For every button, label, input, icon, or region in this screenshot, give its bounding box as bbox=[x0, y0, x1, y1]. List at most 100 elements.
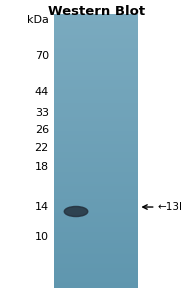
Bar bbox=[54, 116, 138, 117]
Bar bbox=[54, 225, 138, 226]
Bar bbox=[54, 37, 138, 38]
Bar bbox=[54, 280, 138, 281]
Bar bbox=[54, 158, 138, 159]
Bar bbox=[54, 137, 138, 138]
Bar bbox=[54, 61, 138, 62]
Bar bbox=[54, 250, 138, 251]
Bar bbox=[54, 143, 138, 144]
Bar bbox=[54, 86, 138, 87]
Bar bbox=[54, 73, 138, 74]
Bar bbox=[54, 63, 138, 64]
Bar bbox=[54, 110, 138, 111]
Bar bbox=[54, 45, 138, 46]
Bar bbox=[54, 239, 138, 240]
Bar bbox=[54, 249, 138, 250]
Bar bbox=[54, 30, 138, 31]
Bar bbox=[54, 180, 138, 181]
Bar bbox=[54, 212, 138, 213]
Bar bbox=[54, 133, 138, 134]
Bar bbox=[54, 94, 138, 95]
Bar bbox=[54, 186, 138, 187]
Bar bbox=[54, 33, 138, 34]
Bar bbox=[54, 168, 138, 169]
Bar bbox=[54, 88, 138, 89]
Bar bbox=[54, 148, 138, 149]
Ellipse shape bbox=[64, 206, 88, 217]
Bar bbox=[54, 175, 138, 176]
Bar bbox=[54, 47, 138, 48]
Bar bbox=[54, 157, 138, 158]
Bar bbox=[54, 53, 138, 54]
Bar bbox=[54, 139, 138, 140]
Bar bbox=[54, 32, 138, 33]
Bar bbox=[54, 160, 138, 161]
Bar bbox=[54, 150, 138, 151]
Bar bbox=[54, 172, 138, 173]
Bar bbox=[54, 123, 138, 124]
Bar bbox=[54, 147, 138, 148]
Bar bbox=[54, 256, 138, 257]
Bar bbox=[54, 34, 138, 35]
Bar bbox=[54, 42, 138, 43]
Bar bbox=[54, 251, 138, 252]
Bar bbox=[54, 121, 138, 122]
Bar bbox=[54, 184, 138, 185]
Bar bbox=[54, 234, 138, 235]
Bar bbox=[54, 191, 138, 192]
Bar bbox=[54, 262, 138, 263]
Bar bbox=[54, 70, 138, 71]
Bar bbox=[54, 78, 138, 79]
Bar bbox=[54, 210, 138, 211]
Bar bbox=[54, 16, 138, 17]
Bar bbox=[54, 140, 138, 141]
Bar bbox=[54, 235, 138, 236]
Bar bbox=[54, 177, 138, 178]
Bar bbox=[54, 265, 138, 266]
Bar bbox=[54, 64, 138, 65]
Bar bbox=[54, 66, 138, 67]
Bar bbox=[54, 271, 138, 272]
Bar bbox=[54, 205, 138, 206]
Bar bbox=[54, 232, 138, 233]
Bar bbox=[54, 200, 138, 201]
Bar bbox=[54, 238, 138, 239]
Bar bbox=[54, 18, 138, 19]
Bar bbox=[54, 39, 138, 40]
Bar bbox=[54, 120, 138, 121]
Bar bbox=[54, 127, 138, 128]
Bar bbox=[54, 80, 138, 81]
Bar bbox=[54, 269, 138, 270]
Bar bbox=[54, 227, 138, 228]
Bar bbox=[54, 84, 138, 85]
Bar bbox=[54, 270, 138, 271]
Bar bbox=[54, 159, 138, 160]
Bar bbox=[54, 165, 138, 166]
Bar bbox=[54, 203, 138, 204]
Bar bbox=[54, 46, 138, 47]
Bar bbox=[54, 236, 138, 237]
Bar bbox=[54, 38, 138, 39]
Bar bbox=[54, 272, 138, 273]
Bar bbox=[54, 275, 138, 276]
Bar bbox=[54, 50, 138, 51]
Bar bbox=[54, 135, 138, 136]
Bar bbox=[54, 252, 138, 253]
Bar bbox=[54, 277, 138, 278]
Bar bbox=[54, 194, 138, 195]
Bar bbox=[54, 107, 138, 108]
Bar bbox=[54, 58, 138, 59]
Bar bbox=[54, 209, 138, 210]
Bar bbox=[54, 155, 138, 156]
Bar bbox=[54, 167, 138, 168]
Bar bbox=[54, 98, 138, 99]
Bar bbox=[54, 215, 138, 216]
Bar bbox=[54, 125, 138, 126]
Bar bbox=[54, 182, 138, 183]
Bar bbox=[54, 40, 138, 41]
Bar bbox=[54, 259, 138, 260]
Bar bbox=[54, 93, 138, 94]
Bar bbox=[54, 173, 138, 174]
Bar bbox=[54, 136, 138, 137]
Bar bbox=[54, 189, 138, 190]
Bar bbox=[54, 81, 138, 82]
